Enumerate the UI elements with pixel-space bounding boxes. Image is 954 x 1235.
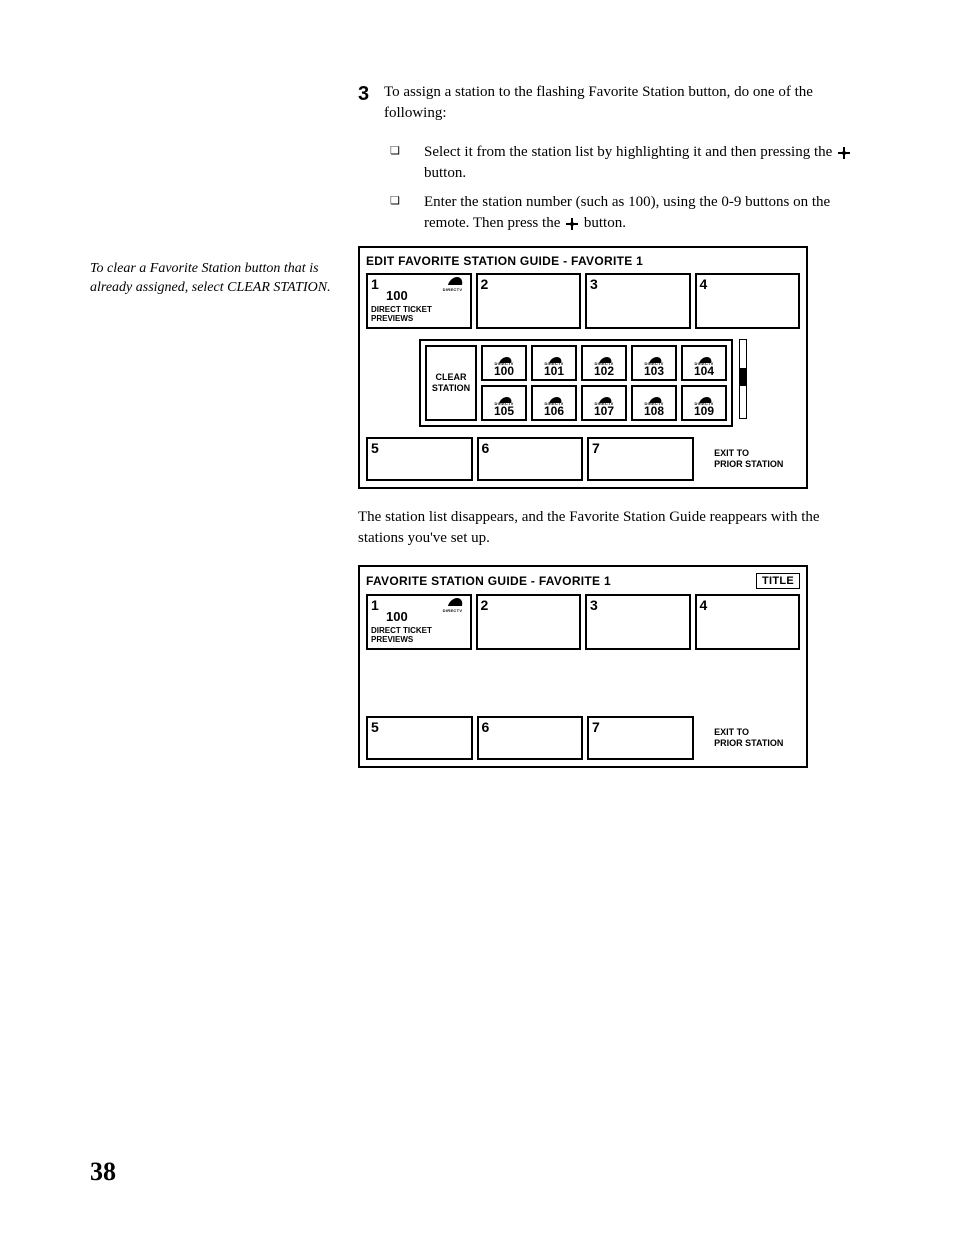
favorite-slot-7[interactable]: 7 xyxy=(587,716,694,760)
step-intro: To assign a station to the flashing Favo… xyxy=(384,82,858,124)
station-103[interactable]: DIRECTV103 xyxy=(631,345,677,381)
favorite-slot-6[interactable]: 6 xyxy=(477,716,584,760)
station-105[interactable]: DIRECTV105 xyxy=(481,385,527,421)
station-101[interactable]: DIRECTV101 xyxy=(531,345,577,381)
slot-number: 6 xyxy=(482,719,490,735)
page-number: 38 xyxy=(90,1157,116,1187)
slot-number: 5 xyxy=(371,440,379,456)
slot-number: 2 xyxy=(481,276,489,292)
slot-channel: 100 xyxy=(386,609,408,624)
center-button-icon xyxy=(566,218,578,230)
station-109[interactable]: DIRECTV109 xyxy=(681,385,727,421)
exit-label: EXIT TOPRIOR STATION xyxy=(714,448,783,470)
slot-number: 7 xyxy=(592,719,600,735)
slot-number: 2 xyxy=(481,597,489,613)
exit-slot[interactable]: EXIT TOPRIOR STATION xyxy=(698,716,801,760)
slot-label: DIRECT TICKETPREVIEWS xyxy=(371,306,432,324)
favorite-slot-7[interactable]: 7 xyxy=(587,437,694,481)
panel-title: FAVORITE STATION GUIDE - FAVORITE 1 xyxy=(366,574,611,588)
slot-label: DIRECT TICKETPREVIEWS xyxy=(371,627,432,645)
bullet-item: Enter the station number (such as 100), … xyxy=(384,192,858,234)
directv-logo-icon: DIRECTV xyxy=(439,598,467,612)
directv-logo-icon: DIRECTV xyxy=(439,277,467,291)
station-picker: CLEARSTATION DIRECTV100DIRECTV101DIRECTV… xyxy=(366,339,800,427)
slot-number: 4 xyxy=(700,276,708,292)
favorite-slot-4[interactable]: 4 xyxy=(695,594,801,650)
slot-channel: 100 xyxy=(386,288,408,303)
slot-number: 3 xyxy=(590,597,598,613)
bullet-text-pre: Enter the station number (such as 100), … xyxy=(424,194,830,231)
side-note: To clear a Favorite Station button that … xyxy=(90,260,350,298)
slot-number: 5 xyxy=(371,719,379,735)
edit-favorite-guide-panel: EDIT FAVORITE STATION GUIDE - FAVORITE 1… xyxy=(358,246,808,489)
bullet-text-pre: Select it from the station list by highl… xyxy=(424,144,836,160)
center-button-icon xyxy=(838,147,850,159)
station-104[interactable]: DIRECTV104 xyxy=(681,345,727,381)
bullet-text-post: button. xyxy=(580,215,626,231)
clear-station-button[interactable]: CLEARSTATION xyxy=(425,345,477,421)
favorite-slot-2[interactable]: 2 xyxy=(476,273,582,329)
station-100[interactable]: DIRECTV100 xyxy=(481,345,527,381)
exit-label: EXIT TOPRIOR STATION xyxy=(714,727,783,749)
title-badge[interactable]: TITLE xyxy=(756,573,800,589)
scrollbar[interactable] xyxy=(739,339,747,419)
station-108[interactable]: DIRECTV108 xyxy=(631,385,677,421)
slot-number: 6 xyxy=(482,440,490,456)
bullet-item: Select it from the station list by highl… xyxy=(384,142,858,184)
slot-number: 1 xyxy=(371,276,379,292)
favorite-guide-panel: FAVORITE STATION GUIDE - FAVORITE 1 TITL… xyxy=(358,565,808,768)
station-107[interactable]: DIRECTV107 xyxy=(581,385,627,421)
slot-number: 4 xyxy=(700,597,708,613)
step-3: 3 To assign a station to the flashing Fa… xyxy=(358,82,858,124)
exit-slot[interactable]: EXIT TOPRIOR STATION xyxy=(698,437,801,481)
bullet-text-post: button. xyxy=(424,165,466,181)
favorite-slot-5[interactable]: 5 xyxy=(366,716,473,760)
step-number: 3 xyxy=(358,82,384,124)
scrollbar-thumb[interactable] xyxy=(740,368,746,386)
favorite-slot-6[interactable]: 6 xyxy=(477,437,584,481)
favorite-slot-4[interactable]: 4 xyxy=(695,273,801,329)
slot-number: 7 xyxy=(592,440,600,456)
panel-title: EDIT FAVORITE STATION GUIDE - FAVORITE 1 xyxy=(366,254,643,268)
favorite-slot-3[interactable]: 3 xyxy=(585,594,691,650)
favorite-slot-1[interactable]: 1 DIRECTV 100 DIRECT TICKETPREVIEWS xyxy=(366,273,472,329)
favorite-slot-5[interactable]: 5 xyxy=(366,437,473,481)
slot-number: 1 xyxy=(371,597,379,613)
step-bullets: Select it from the station list by highl… xyxy=(384,142,858,234)
favorite-slot-2[interactable]: 2 xyxy=(476,594,582,650)
post-text: The station list disappears, and the Fav… xyxy=(358,507,858,549)
station-102[interactable]: DIRECTV102 xyxy=(581,345,627,381)
favorite-slot-1[interactable]: 1 DIRECTV 100 DIRECT TICKETPREVIEWS xyxy=(366,594,472,650)
favorite-slot-3[interactable]: 3 xyxy=(585,273,691,329)
slot-number: 3 xyxy=(590,276,598,292)
station-106[interactable]: DIRECTV106 xyxy=(531,385,577,421)
